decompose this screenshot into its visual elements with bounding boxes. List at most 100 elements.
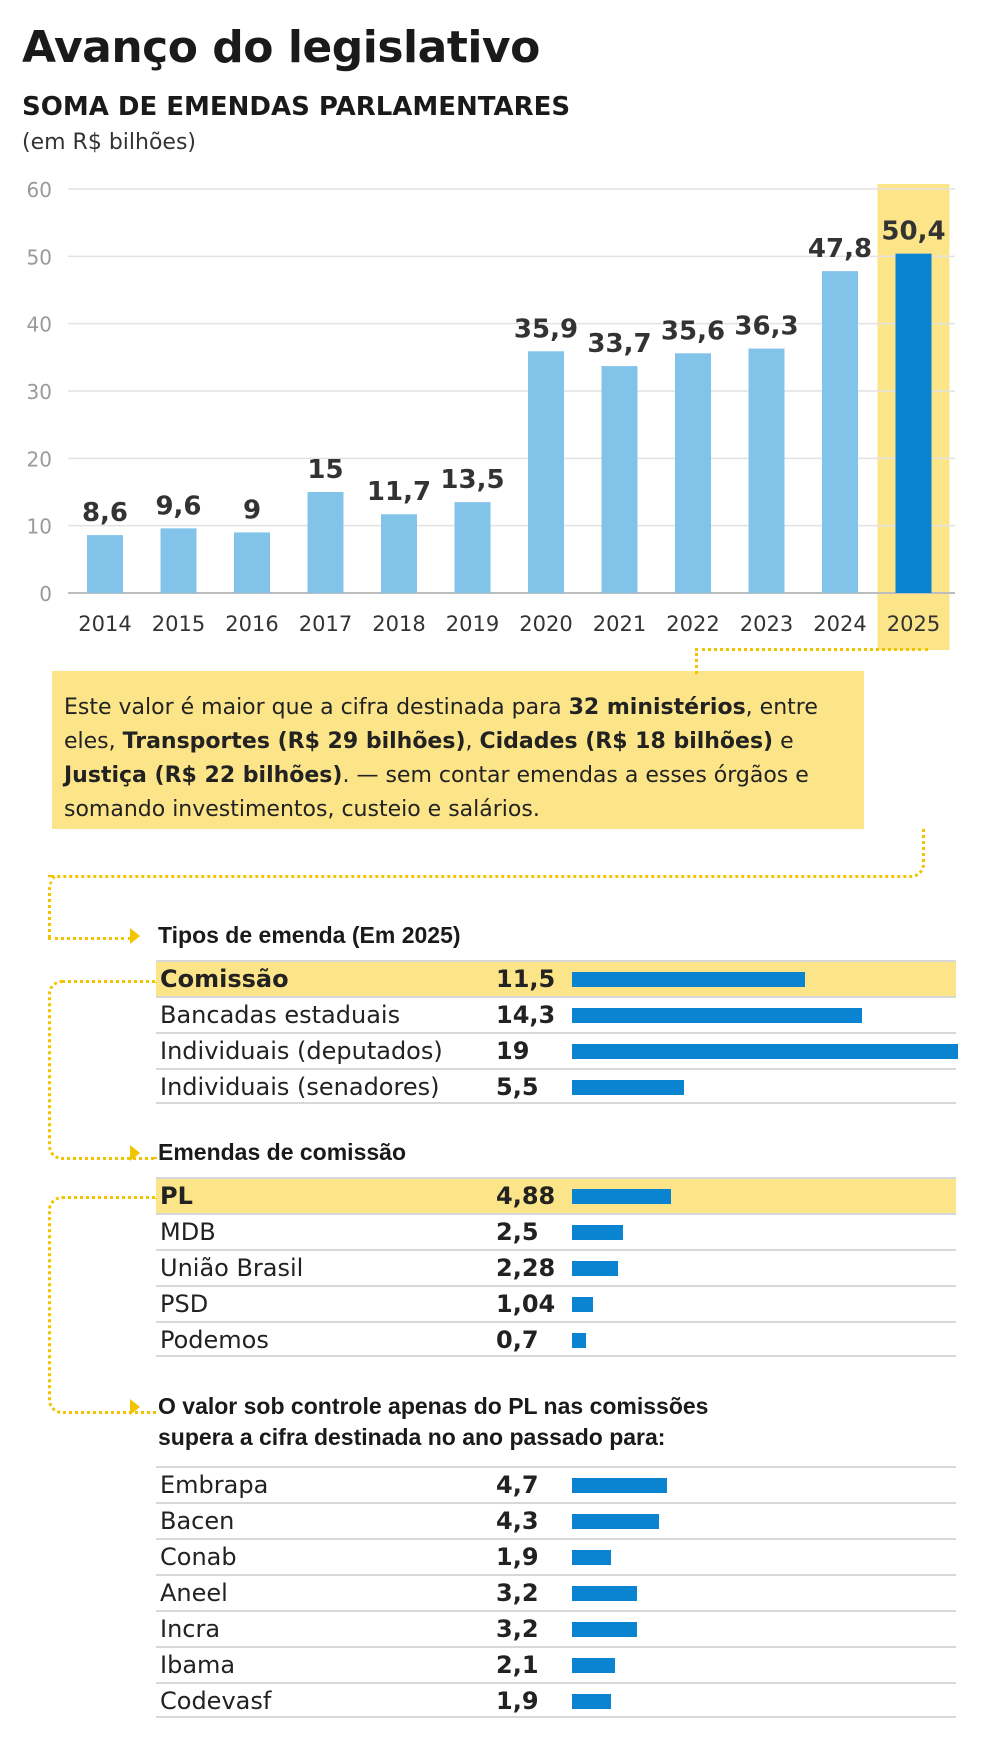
bar-value-label: 9 [243,495,261,525]
table-row: Individuais (deputados) 19 [156,1032,958,1068]
table-row: Individuais (senadores) 5,5 [156,1068,956,1104]
section-title-comissao: Emendas de comissão [158,1139,406,1165]
row-value: 1,9 [496,1687,539,1715]
row-bar [572,1658,615,1673]
table-row: União Brasil 2,28 [156,1249,956,1285]
bar-2015 [160,528,197,593]
y-tick-label: 40 [27,313,52,337]
bar-value-label: 35,6 [661,316,725,346]
row-label: Bacen [160,1507,235,1535]
bar-2020 [528,351,564,593]
row-bar [572,1694,611,1709]
row-bar [572,1225,623,1240]
row-label: Embrapa [160,1471,269,1499]
row-bar [572,1333,586,1348]
y-tick-label: 10 [27,515,52,539]
y-tick-label: 50 [27,245,52,269]
x-tick-label: 2023 [740,612,793,636]
row-bar [572,1550,611,1565]
row-label: Individuais (senadores) [160,1073,440,1101]
x-tick-label: 2022 [666,612,719,636]
row-value: 4,7 [496,1471,539,1499]
bar-value-label: 8,6 [82,498,128,528]
connector-line [48,829,925,878]
connector-line [48,1196,157,1414]
table-tipos: Comissão 11,5 Bancadas estaduais 14,3 Indivi… [156,960,958,1104]
row-bar [572,1622,637,1637]
row-label: Incra [160,1615,221,1643]
y-tick-label: 20 [27,447,52,471]
section-title-tipos: Tipos de emenda (Em 2025) [158,922,461,948]
table-row: Bacen 4,3 [156,1502,956,1538]
x-tick-label: 2015 [152,612,205,636]
row-value: 4,3 [496,1507,539,1535]
row-value: 2,1 [496,1651,539,1679]
y-tick-label: 0 [39,582,52,606]
row-label: PSD [160,1290,209,1318]
row-label: Aneel [160,1579,228,1607]
bar-value-label: 50,4 [881,217,945,247]
chart-subtitle: SOMA DE EMENDAS PARLAMENTARES [22,92,571,122]
row-value: 0,7 [496,1326,539,1354]
table-row: Embrapa 4,7 [156,1466,956,1502]
table-row: PSD 1,04 [156,1285,956,1321]
table-row: Comissão 11,5 [156,960,956,996]
section-title-pl-line1: O valor sob controle apenas do PL nas co… [158,1393,709,1419]
row-label: Comissão [160,965,289,993]
row-value: 14,3 [496,1001,556,1029]
section-title-pl-line2: supera a cifra destinada no ano passado … [158,1424,666,1450]
x-tick-label: 2014 [78,612,131,636]
x-tick-label: 2025 [887,612,940,636]
bar-value-label: 47,8 [808,234,872,264]
row-value: 19 [496,1037,530,1065]
table-row: PL 4,88 [156,1177,956,1213]
unit-label: (em R$ bilhões) [22,130,196,155]
row-label: Podemos [160,1326,269,1354]
bar-2016 [234,532,270,593]
bar-2019 [454,502,491,593]
connector-arrow [130,1145,140,1161]
row-label: MDB [160,1218,216,1246]
row-value: 3,2 [496,1615,539,1643]
row-label: Conab [160,1543,237,1571]
table-pl-compare: Embrapa 4,7 Bacen 4,3 Conab 1,9 Aneel 3,2 Incra 3… [156,1466,956,1718]
connector-line [695,648,928,674]
main-bar-chart: 0 10 20 30 40 50 60 8,6 2014 9,6 2015 9 2016 15 2017 11… [27,178,955,650]
bar-value-label: 9,6 [155,491,201,521]
row-value: 11,5 [496,965,556,993]
x-tick-label: 2016 [225,612,278,636]
row-value: 3,2 [496,1579,539,1607]
table-row: Podemos 0,7 [156,1321,956,1357]
table-row: Bancadas estaduais 14,3 [156,996,956,1032]
bar-value-label: 13,5 [440,465,504,495]
table-row: MDB 2,5 [156,1213,956,1249]
row-label: Individuais (deputados) [160,1037,443,1065]
bar-2022 [675,353,711,593]
page-title: Avanço do legislativo [22,22,540,73]
table-row: Incra 3,2 [156,1610,956,1646]
bar-value-label: 36,3 [734,312,798,342]
row-label: PL [160,1182,193,1210]
bar-value-label: 35,9 [514,314,578,344]
row-bar [572,1189,671,1204]
bar-2023 [748,348,785,593]
row-bar [572,1514,659,1529]
bar-2025 [895,253,932,593]
x-tick-label: 2018 [372,612,425,636]
row-value: 2,28 [496,1254,556,1282]
bar-value-label: 11,7 [367,477,431,507]
row-bar [572,1297,593,1312]
callout-box: Este valor é maior que a cifra destinada… [52,671,864,829]
x-tick-label: 2021 [593,612,646,636]
connector-line [48,980,157,1160]
x-tick-label: 2019 [446,612,499,636]
table-row: Codevasf 1,9 [156,1682,956,1718]
bar-value-label: 15 [307,455,343,485]
row-bar [572,1478,667,1493]
table-row: Ibama 2,1 [156,1646,956,1682]
bar-2018 [381,514,417,593]
row-bar [572,1044,958,1059]
row-value: 4,88 [496,1182,556,1210]
connector-line [48,875,131,940]
row-value: 5,5 [496,1073,539,1101]
